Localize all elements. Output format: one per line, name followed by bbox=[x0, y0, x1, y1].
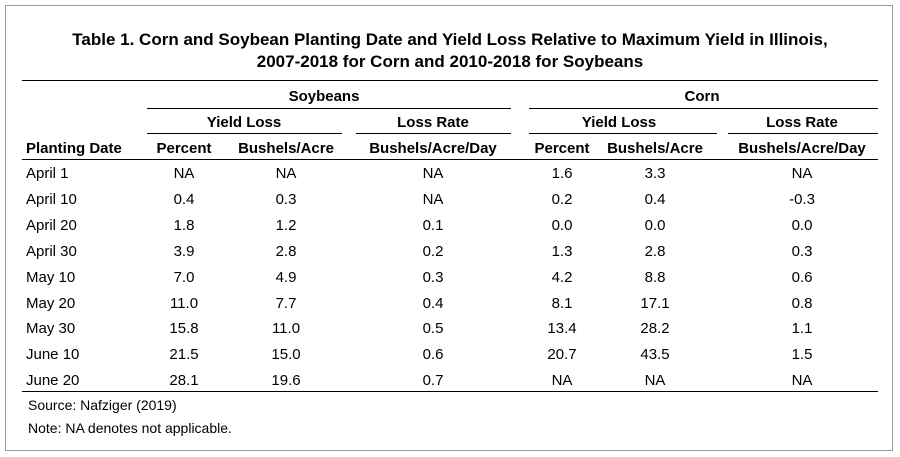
cell-planting-date: June 10 bbox=[26, 346, 80, 364]
cell-soy-rate: 0.1 bbox=[422, 216, 444, 234]
soy-loss-rate-rule bbox=[356, 133, 511, 134]
cell-corn-rate: 0.3 bbox=[791, 242, 813, 260]
cell-corn-bushels: 43.5 bbox=[640, 346, 670, 364]
corn-loss-rate-rule bbox=[728, 133, 878, 134]
table-title-line-2: 2007-2018 for Corn and 2010-2018 for Soy… bbox=[256, 52, 644, 71]
cell-soy-bushels: 1.2 bbox=[275, 216, 297, 234]
cell-corn-bushels: 0.4 bbox=[644, 190, 666, 208]
column-header-soy-bushels: Bushels/Acre bbox=[238, 140, 334, 157]
cell-corn-bushels: 0.0 bbox=[644, 216, 666, 234]
cell-corn-bushels: NA bbox=[644, 372, 666, 390]
cell-corn-percent: 1.3 bbox=[551, 242, 573, 260]
bottom-rule bbox=[22, 391, 878, 392]
cell-soy-rate: NA bbox=[422, 165, 444, 182]
cell-corn-percent: 0.0 bbox=[551, 216, 573, 234]
table-frame bbox=[5, 5, 893, 451]
cell-soy-rate: 0.5 bbox=[422, 320, 444, 338]
cell-planting-date: April 30 bbox=[26, 242, 77, 260]
cell-corn-bushels: 17.1 bbox=[640, 294, 670, 312]
cell-corn-rate: NA bbox=[791, 372, 813, 390]
cell-corn-percent: 13.4 bbox=[547, 320, 577, 338]
cell-corn-percent: 0.2 bbox=[551, 190, 573, 208]
group-header-soybeans: Soybeans bbox=[288, 88, 360, 105]
corn-group-rule bbox=[529, 108, 878, 109]
cell-soy-rate: 0.6 bbox=[422, 346, 444, 364]
cell-soy-rate: 0.4 bbox=[422, 294, 444, 312]
cell-corn-bushels: 2.8 bbox=[644, 242, 666, 260]
source-note: Source: Nafziger (2019) bbox=[28, 397, 177, 413]
subheader-soy-yield-loss: Yield Loss bbox=[206, 114, 282, 131]
cell-corn-rate: 1.5 bbox=[791, 346, 813, 364]
cell-corn-percent: 4.2 bbox=[551, 268, 573, 286]
cell-soy-bushels: NA bbox=[275, 165, 297, 182]
cell-corn-bushels: 8.8 bbox=[644, 268, 666, 286]
cell-soy-bushels: 11.0 bbox=[271, 320, 301, 338]
subheader-soy-loss-rate: Loss Rate bbox=[397, 114, 469, 131]
cell-corn-rate: 0.0 bbox=[791, 216, 813, 234]
cell-planting-date: May 30 bbox=[26, 320, 76, 338]
cell-corn-bushels: 3.3 bbox=[644, 165, 666, 182]
cell-soy-percent: 15.8 bbox=[169, 320, 199, 338]
cell-soy-percent: 28.1 bbox=[169, 372, 199, 390]
cell-soy-rate: 0.2 bbox=[422, 242, 444, 260]
cell-corn-percent: 1.6 bbox=[551, 165, 573, 182]
cell-corn-rate: 0.6 bbox=[791, 268, 813, 286]
cell-planting-date: May 20 bbox=[26, 294, 76, 312]
cell-planting-date: May 10 bbox=[26, 268, 76, 286]
column-header-corn-bushels: Bushels/Acre bbox=[607, 140, 703, 157]
cell-corn-rate: 1.1 bbox=[791, 320, 813, 338]
cell-soy-percent: 3.9 bbox=[173, 242, 195, 260]
cell-planting-date: April 10 bbox=[26, 190, 77, 208]
header-rule bbox=[22, 159, 878, 160]
column-header-corn-percent: Percent bbox=[534, 140, 590, 157]
cell-soy-percent: NA bbox=[173, 165, 195, 182]
cell-soy-bushels: 7.7 bbox=[275, 294, 297, 312]
cell-corn-rate: -0.3 bbox=[789, 190, 815, 208]
cell-soy-bushels: 4.9 bbox=[275, 268, 297, 286]
cell-soy-percent: 1.8 bbox=[173, 216, 195, 234]
group-header-corn: Corn bbox=[684, 88, 720, 105]
cell-planting-date: April 20 bbox=[26, 216, 77, 234]
cell-soy-percent: 0.4 bbox=[173, 190, 195, 208]
cell-corn-percent: 20.7 bbox=[547, 346, 577, 364]
footnote: Note: NA denotes not applicable. bbox=[28, 420, 232, 436]
cell-corn-percent: NA bbox=[551, 372, 573, 390]
cell-soy-rate: 0.7 bbox=[422, 372, 444, 390]
cell-corn-rate: 0.8 bbox=[791, 294, 813, 312]
cell-corn-bushels: 28.2 bbox=[640, 320, 670, 338]
cell-corn-rate: NA bbox=[791, 165, 813, 182]
cell-soy-bushels: 19.6 bbox=[271, 372, 301, 390]
column-header-soy-percent: Percent bbox=[156, 140, 212, 157]
cell-soy-rate: 0.3 bbox=[422, 268, 444, 286]
cell-soy-rate: NA bbox=[422, 190, 444, 208]
cell-corn-percent: 8.1 bbox=[551, 294, 573, 312]
cell-soy-bushels: 15.0 bbox=[271, 346, 301, 364]
cell-soy-bushels: 0.3 bbox=[275, 190, 297, 208]
soy-yield-loss-rule bbox=[147, 133, 342, 134]
cell-soy-percent: 7.0 bbox=[173, 268, 195, 286]
cell-planting-date: April 1 bbox=[26, 165, 69, 182]
top-rule bbox=[22, 80, 878, 81]
soybeans-group-rule bbox=[147, 108, 511, 109]
cell-soy-percent: 21.5 bbox=[169, 346, 199, 364]
cell-soy-percent: 11.0 bbox=[169, 294, 199, 312]
cell-soy-bushels: 2.8 bbox=[275, 242, 297, 260]
column-header-corn-rate: Bushels/Acre/Day bbox=[738, 140, 866, 157]
table-title-line-1: Table 1. Corn and Soybean Planting Date … bbox=[72, 30, 828, 49]
cell-planting-date: June 20 bbox=[26, 372, 80, 390]
column-header-soy-rate: Bushels/Acre/Day bbox=[369, 140, 497, 157]
subheader-corn-yield-loss: Yield Loss bbox=[581, 114, 657, 131]
subheader-corn-loss-rate: Loss Rate bbox=[766, 114, 838, 131]
column-header-planting-date: Planting Date bbox=[26, 140, 122, 157]
corn-yield-loss-rule bbox=[529, 133, 717, 134]
